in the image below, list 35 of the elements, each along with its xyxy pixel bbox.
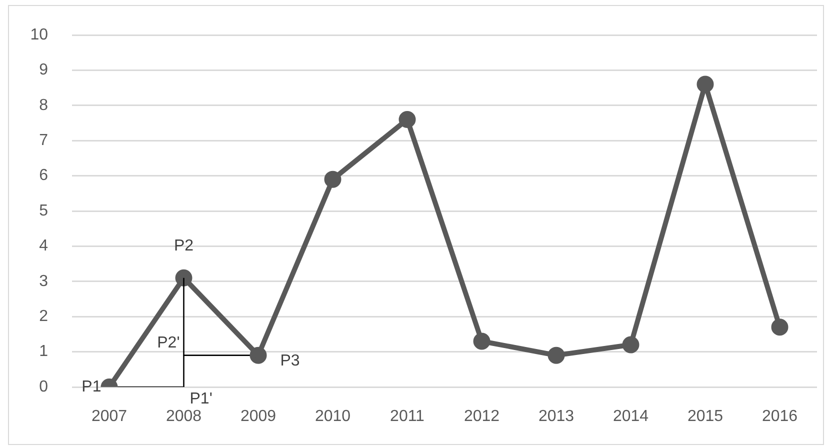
y-tick-label: 3 — [39, 272, 48, 290]
annotation: P3 — [280, 352, 300, 370]
point — [324, 170, 342, 188]
x-tick-label: 2013 — [538, 408, 574, 426]
y-tick-label: 4 — [39, 238, 48, 255]
x-tick-label: 2015 — [687, 408, 724, 426]
y-tick-label: 0 — [39, 378, 48, 396]
x-tick-label: 2014 — [612, 408, 649, 426]
point — [175, 269, 192, 286]
x-tick-label: 2016 — [762, 408, 798, 426]
y-tick-label: 1 — [39, 343, 48, 360]
y-tick-label: 5 — [39, 202, 48, 220]
x-tick-label: 2007 — [91, 408, 128, 426]
annotation: P1' — [190, 390, 212, 408]
point — [473, 332, 490, 350]
y-tick-label: 6 — [39, 167, 48, 184]
point — [398, 110, 416, 128]
point — [622, 336, 640, 354]
y-tick-label: 7 — [39, 132, 48, 150]
x-tick-label: 2011 — [390, 408, 425, 426]
annotation: P1 — [82, 378, 102, 396]
point — [548, 346, 565, 364]
point — [250, 346, 267, 364]
y-tick-label: 8 — [39, 96, 48, 114]
point — [696, 76, 714, 93]
y-tick-label: 10 — [30, 26, 48, 44]
annotation: P2' — [157, 334, 180, 352]
x-tick-label: 2008 — [166, 408, 202, 426]
y-tick-label: 9 — [39, 62, 48, 79]
annotation: P2 — [174, 237, 194, 254]
x-tick-label: 2012 — [464, 408, 500, 426]
point — [771, 318, 788, 336]
x-tick-label: 2009 — [240, 408, 276, 426]
x-tick-label: 2010 — [314, 408, 351, 426]
y-tick-label: 2 — [39, 308, 48, 326]
